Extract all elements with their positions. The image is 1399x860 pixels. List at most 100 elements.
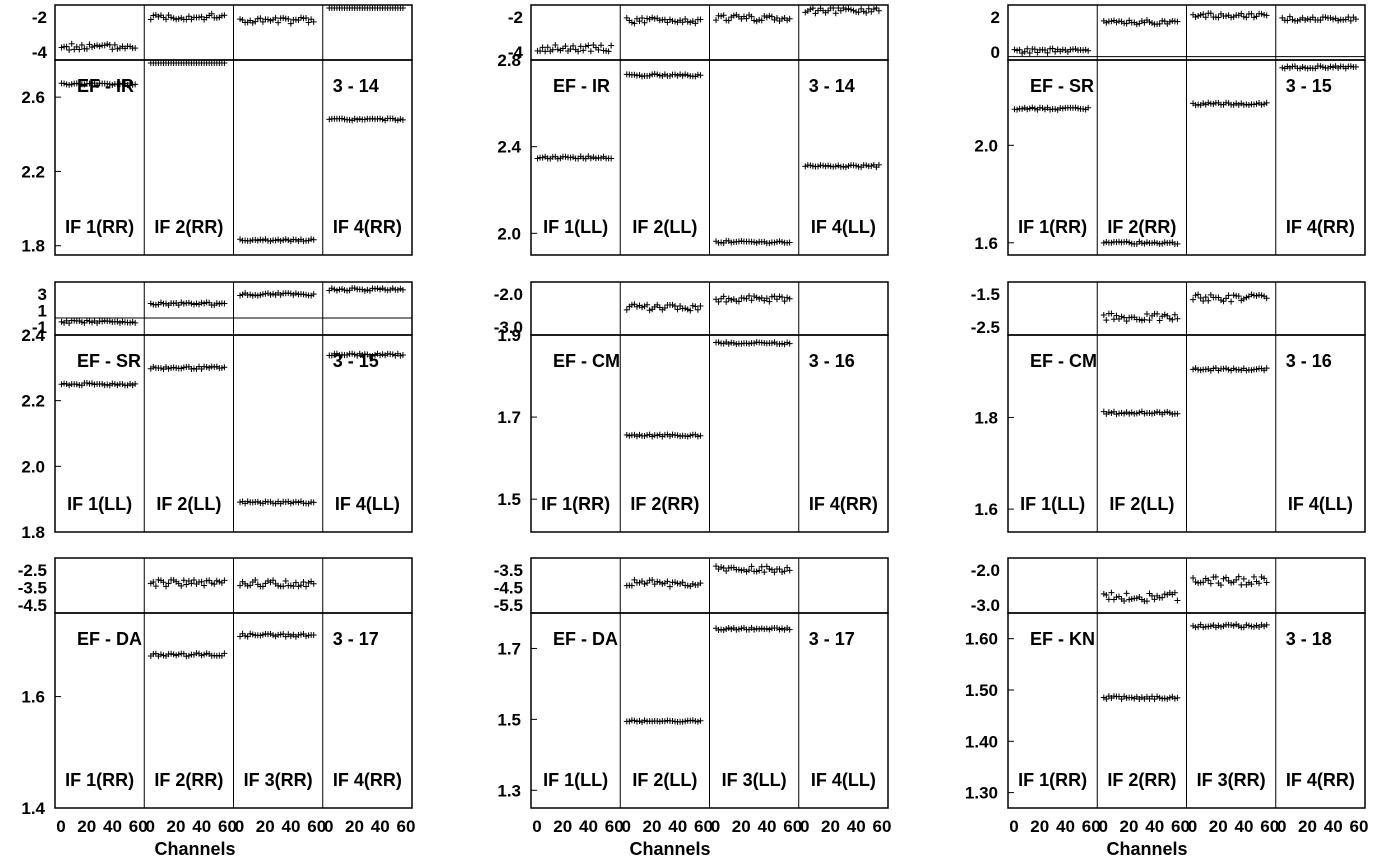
amplitude-point: [292, 498, 299, 505]
phase-point: [173, 16, 180, 23]
x-tick-label: 0: [235, 817, 244, 836]
amplitude-point: [1190, 366, 1197, 373]
amplitude-tick-label: 1.5: [497, 490, 521, 509]
phase-point: [78, 319, 85, 326]
amplitude-point: [1100, 239, 1107, 246]
amplitude-point: [842, 164, 849, 171]
amplitude-point: [221, 60, 228, 66]
phase-point: [1200, 579, 1207, 586]
amplitude-point: [753, 239, 760, 246]
phase-point: [389, 285, 396, 292]
amplitude-point: [868, 162, 875, 169]
amplitude-point: [397, 116, 404, 123]
amplitude-tick-label: 2.4: [497, 138, 521, 157]
phase-point: [697, 16, 704, 23]
amplitude-point: [124, 382, 131, 389]
phase-tick-label: 0: [991, 43, 1000, 62]
amplitude-point: [303, 633, 310, 640]
phase-point: [1166, 18, 1173, 25]
amplitude-point: [1019, 105, 1026, 112]
if-label: IF 1(RR): [65, 770, 134, 790]
baseline-panel-5: -1.5 -2.5 1.8 1.6 EF - CM 3 - 16 IF 1(LL) IF 2(…: [971, 281, 1366, 533]
phase-point: [1016, 46, 1023, 53]
amplitude-point: [1261, 623, 1268, 630]
amplitude-point: [825, 162, 832, 169]
phase-point: [86, 318, 93, 325]
phase-point: [1235, 573, 1242, 580]
amplitude-point: [1118, 409, 1125, 416]
phase-point: [684, 18, 691, 25]
amplitude-point: [63, 81, 70, 88]
phase-point: [812, 10, 819, 17]
phase-point: [669, 17, 676, 24]
phase-tick-label: -1: [32, 318, 47, 337]
amplitude-point: [1352, 63, 1359, 70]
amplitude-point: [786, 239, 793, 246]
phase-point: [206, 577, 213, 584]
phase-point: [190, 301, 197, 308]
phase-point: [768, 13, 775, 20]
amplitude-point: [733, 626, 740, 633]
phase-point: [1080, 47, 1087, 54]
phase-point: [1250, 14, 1257, 21]
phase-point: [249, 292, 256, 299]
amplitude-point: [666, 73, 673, 80]
amplitude-point: [1118, 696, 1125, 703]
amplitude-point: [1151, 239, 1158, 246]
phase-point: [595, 46, 602, 53]
amplitude-point: [287, 500, 294, 507]
phase-point: [328, 285, 335, 292]
amplitude-point: [81, 81, 88, 88]
amplitude-point: [677, 71, 684, 78]
amplitude-tick-label: 2.8: [497, 51, 521, 70]
phase-point: [1284, 17, 1291, 24]
phase-point: [382, 286, 389, 293]
phase-point: [842, 6, 849, 13]
phase-point: [728, 14, 735, 21]
phase-point: [221, 300, 228, 307]
amplitude-point: [61, 80, 68, 87]
amplitude-point: [766, 626, 773, 633]
amplitude-point: [1164, 408, 1171, 415]
x-tick-label: 0: [56, 817, 65, 836]
amplitude-point: [379, 351, 386, 358]
phase-point: [779, 569, 786, 576]
phase-point: [297, 14, 304, 21]
phase-point: [1195, 12, 1202, 19]
phase-point: [628, 582, 635, 589]
amplitude-point: [570, 154, 577, 161]
amplitude-point: [190, 365, 197, 372]
amplitude-point: [157, 365, 164, 372]
phase-point: [216, 578, 223, 585]
if-label: IF 2(LL): [632, 770, 697, 790]
amplitude-point: [1014, 106, 1021, 113]
phase-point: [1261, 575, 1268, 582]
x-tick-label: 60: [397, 817, 416, 836]
amplitude-point: [863, 162, 870, 169]
phase-point: [310, 18, 317, 25]
phase-point: [756, 295, 763, 302]
panel-grid: -2 -4 2.6 2.2 1.8 EF - IR 3 - 14 IF 1(RR) IF 2(R…: [18, 4, 1368, 836]
phase-point: [247, 291, 254, 298]
amplitude-point: [633, 433, 640, 440]
if-label: IF 2(RR): [630, 494, 699, 514]
if-label: IF 2(RR): [154, 217, 223, 237]
phase-point: [682, 305, 689, 312]
amplitude-point: [354, 116, 361, 123]
phase-point: [66, 47, 73, 54]
phase-point: [664, 19, 671, 26]
phase-point: [692, 303, 699, 310]
phase-point: [684, 306, 691, 313]
amplitude-point: [694, 718, 701, 725]
amplitude-point: [1210, 101, 1217, 108]
phase-point: [672, 579, 679, 586]
phase-point: [213, 14, 220, 21]
if-label: IF 3(RR): [1197, 770, 1266, 790]
amplitude-tick-label: 2.2: [21, 162, 45, 181]
x-tick-label: 20: [167, 817, 186, 836]
phase-point: [1195, 291, 1202, 298]
amplitude-point: [399, 116, 406, 123]
amplitude-point: [832, 163, 839, 170]
phase-point: [860, 8, 867, 15]
phase-point: [636, 18, 643, 25]
